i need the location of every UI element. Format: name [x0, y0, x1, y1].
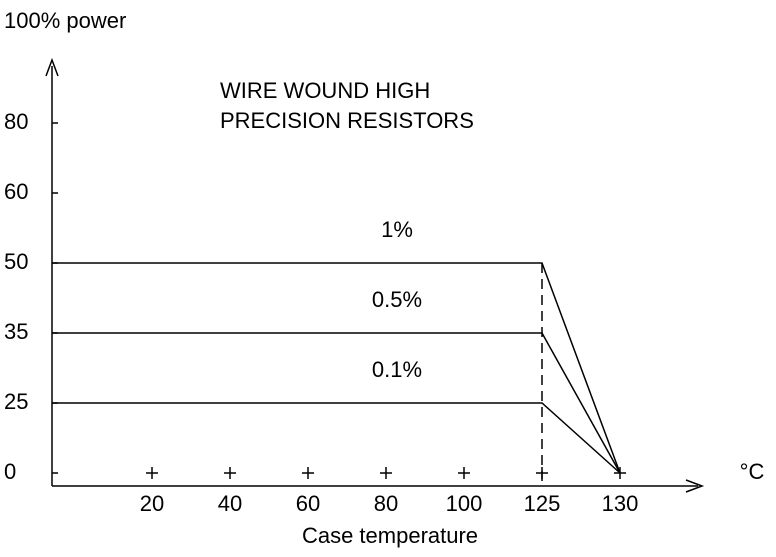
y-tick-label: 80 — [4, 109, 28, 134]
y-tick-label: 25 — [4, 389, 28, 414]
y-axis-label: 100% power — [4, 8, 126, 33]
x-tick — [302, 467, 314, 479]
x-axis-label: Case temperature — [302, 523, 478, 548]
series-line — [52, 402, 621, 474]
series-line — [52, 332, 621, 474]
x-axis-arrow — [685, 479, 705, 493]
x-axis-unit: °C — [740, 459, 765, 484]
x-tick-label: 40 — [218, 491, 242, 516]
series-label: 1% — [381, 217, 413, 242]
x-tick — [458, 467, 470, 479]
x-tick-label: 125 — [524, 491, 561, 516]
series-line — [52, 262, 621, 474]
series-label: 0.1% — [372, 357, 422, 382]
x-tick-label: 20 — [140, 491, 164, 516]
x-tick — [146, 467, 158, 479]
y-tick-label: 35 — [4, 319, 28, 344]
x-tick — [380, 467, 392, 479]
x-tick-label: 80 — [374, 491, 398, 516]
chart-title: WIRE WOUND HIGH — [220, 78, 430, 103]
x-tick-label: 100 — [446, 491, 483, 516]
x-tick-label: 60 — [296, 491, 320, 516]
y-tick-label: 0 — [4, 459, 16, 484]
chart-title: PRECISION RESISTORS — [220, 108, 474, 133]
x-tick-label: 130 — [602, 491, 639, 516]
series-label: 0.5% — [372, 287, 422, 312]
y-tick-label: 60 — [4, 179, 28, 204]
x-tick — [224, 467, 236, 479]
y-tick-label: 50 — [4, 249, 28, 274]
y-axis-arrow — [45, 57, 59, 77]
